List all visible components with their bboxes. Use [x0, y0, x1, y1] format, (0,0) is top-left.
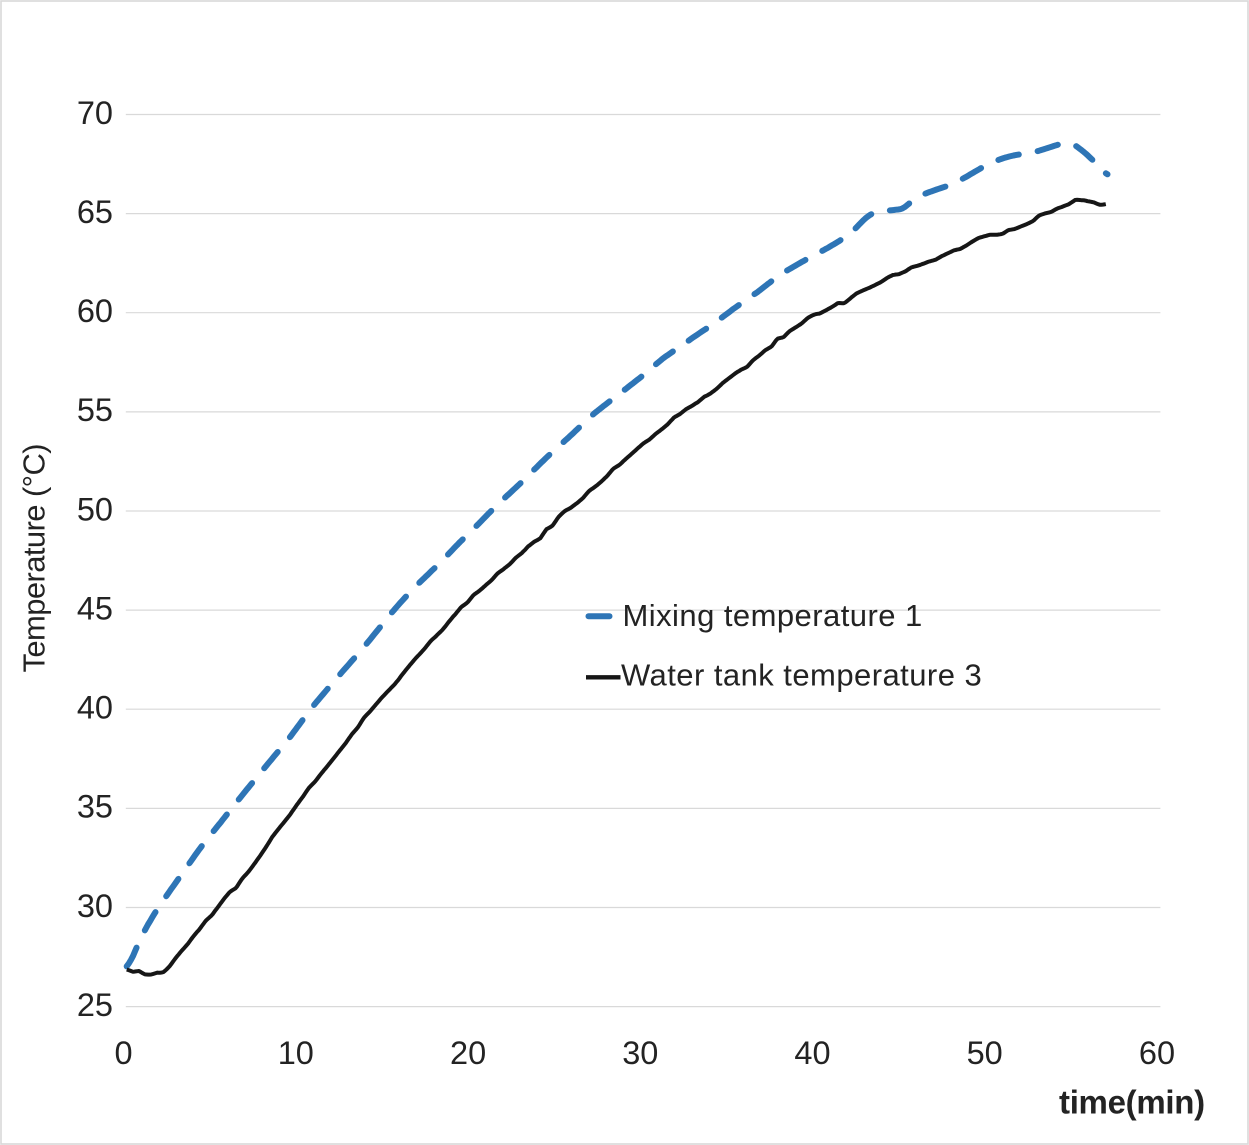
svg-text:10: 10: [278, 1035, 314, 1071]
svg-text:20: 20: [450, 1035, 486, 1071]
svg-text:50: 50: [967, 1035, 1003, 1071]
svg-text:Water tank temperature 3: Water tank temperature 3: [621, 658, 982, 693]
svg-text:40: 40: [794, 1035, 830, 1071]
svg-text:0: 0: [115, 1035, 133, 1071]
svg-text:30: 30: [77, 888, 113, 924]
svg-text:65: 65: [77, 194, 113, 230]
svg-text:35: 35: [77, 789, 113, 825]
svg-text:Temperature (°C): Temperature (°C): [17, 444, 52, 672]
svg-text:30: 30: [622, 1035, 658, 1071]
svg-text:60: 60: [77, 293, 113, 329]
svg-text:Mixing temperature 1: Mixing temperature 1: [623, 598, 923, 633]
svg-text:45: 45: [77, 590, 113, 626]
svg-text:55: 55: [77, 392, 113, 428]
svg-text:time(min): time(min): [1059, 1084, 1205, 1121]
svg-text:50: 50: [77, 491, 113, 527]
svg-text:70: 70: [77, 95, 113, 131]
svg-text:25: 25: [77, 987, 113, 1023]
svg-text:60: 60: [1139, 1035, 1175, 1071]
svg-text:40: 40: [77, 690, 113, 726]
